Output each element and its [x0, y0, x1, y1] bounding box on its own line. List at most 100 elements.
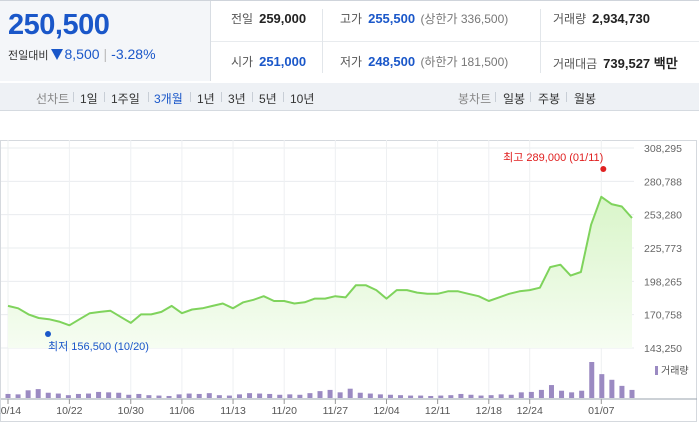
y-tick-label: 253,280 [644, 210, 682, 222]
volume-bar [166, 395, 172, 398]
tab-daily-candle[interactable]: 일봉 [503, 92, 526, 106]
tab-divider [566, 92, 567, 102]
volume-bar [35, 389, 41, 398]
tab-1-year[interactable]: 1년 [197, 92, 215, 106]
volume-bar [257, 393, 263, 398]
y-tick-label: 308,295 [644, 143, 682, 155]
stat-value: 255,500 [368, 11, 416, 26]
volume-bar [116, 392, 122, 398]
volume-bar [448, 395, 454, 398]
tab-divider [252, 92, 253, 102]
line-chart-group-label: 선차트 [36, 92, 70, 106]
volume-bar [589, 362, 595, 398]
volume-bar [226, 395, 232, 398]
tab-3-years[interactable]: 3년 [228, 92, 246, 106]
stat-value: 248,500 [368, 54, 416, 69]
stat-volume: 거래량 2,934,730 [553, 10, 650, 27]
tab-10-years[interactable]: 10년 [290, 92, 315, 106]
volume-bar [5, 393, 11, 398]
volume-bar [176, 394, 182, 398]
stat-low: 저가 248,500 (하한가 181,500) [340, 53, 508, 70]
stat-value: 259,000 [259, 11, 307, 26]
stat-label: 시가 [231, 55, 254, 69]
low-marker [45, 331, 51, 337]
volume-bar [75, 393, 81, 398]
change-percent: -3.28% [111, 46, 156, 62]
volume-bar [418, 395, 424, 398]
x-tick-label: 12/04 [373, 405, 399, 417]
tab-divider [283, 92, 284, 102]
price-chart: 308,295 280,788 253,280 225,773 198,265 170,7… [0, 140, 697, 417]
volume-bar [569, 392, 575, 398]
x-tick-label: 12/11 [425, 405, 451, 417]
volume-bar [106, 392, 112, 398]
stat-label: 거래대금 [553, 57, 598, 71]
tab-divider [221, 92, 222, 102]
stat-value: 251,000 [259, 54, 307, 69]
volume-bar [387, 394, 393, 398]
volume-bar [327, 389, 333, 398]
y-tick-label: 198,265 [644, 276, 682, 288]
volume-bar [196, 393, 202, 398]
volume-bar [408, 395, 414, 398]
volume-bar [458, 393, 464, 398]
y-tick-label: 143,250 [644, 343, 682, 355]
tab-5-years[interactable]: 5년 [259, 92, 277, 106]
y-tick-label: 225,773 [644, 243, 682, 255]
volume-bar [317, 391, 323, 398]
price-area [8, 196, 632, 348]
volume-bar [468, 394, 474, 398]
volume-bar [236, 394, 242, 398]
volume-bar [267, 393, 273, 398]
volume-bar [247, 393, 253, 398]
quote-header: 250,500 전일대비 8,500 | -3.28% 전일 259,000 고가 255… [0, 0, 699, 84]
stat-label: 고가 [340, 12, 363, 26]
volume-bar [518, 392, 524, 398]
stat-label: 저가 [340, 55, 363, 69]
tab-1-day[interactable]: 1일 [80, 92, 98, 106]
stat-sub: (상한가 336,500) [420, 12, 509, 26]
volume-bar [498, 394, 504, 398]
volume-bar [559, 390, 565, 398]
volume-bar [45, 392, 51, 398]
volume-bar [488, 395, 494, 398]
volume-bar [25, 390, 31, 398]
volume-bar [307, 393, 313, 398]
tab-weekly-candle[interactable]: 주봉 [538, 92, 561, 106]
volume-bar [136, 393, 142, 398]
volume-bar [96, 391, 102, 398]
volume-bar [579, 390, 585, 398]
tab-divider [190, 92, 191, 102]
stat-value: 2,934,730 [592, 11, 650, 26]
current-price-box: 250,500 전일대비 8,500 | -3.28% [0, 1, 211, 81]
stat-high: 고가 255,500 (상한가 336,500) [340, 10, 508, 27]
volume-bar [216, 395, 222, 398]
volume-bar [277, 394, 283, 398]
volume-bar [186, 393, 192, 398]
volume-bar [347, 388, 353, 398]
volume-bar [357, 392, 363, 398]
volume-bar [528, 391, 534, 398]
tab-divider [495, 92, 496, 102]
x-tick-label: 12/18 [476, 405, 502, 417]
volume-bar [367, 393, 373, 398]
volume-bar [15, 394, 21, 398]
candle-chart-group-label: 봉차트 [458, 92, 492, 106]
volume-bar [337, 392, 343, 398]
low-label: 최저 156,500 (10/20) [48, 340, 149, 353]
volume-bar [478, 395, 484, 398]
x-tick-label: 10/30 [118, 405, 144, 417]
y-tick-label: 280,788 [644, 176, 682, 188]
y-tick-label: 170,758 [644, 310, 682, 322]
x-tick-label: 01/07 [588, 405, 614, 417]
tab-monthly-candle[interactable]: 월봉 [574, 92, 597, 106]
volume-bar [55, 393, 61, 398]
volume-bar [609, 379, 615, 398]
volume-bar [428, 395, 434, 398]
stat-open: 시가 251,000 [231, 53, 306, 70]
tab-1-week[interactable]: 1주일 [111, 92, 140, 106]
volume-bar [599, 374, 605, 398]
chart-period-tabs: 선차트 1일 1주일 3개월 1년 3년 5년 10년 봉차트 일봉 주봉 월봉 [0, 83, 699, 111]
volume-legend-swatch [655, 366, 658, 375]
tab-3-months[interactable]: 3개월 [154, 92, 183, 106]
